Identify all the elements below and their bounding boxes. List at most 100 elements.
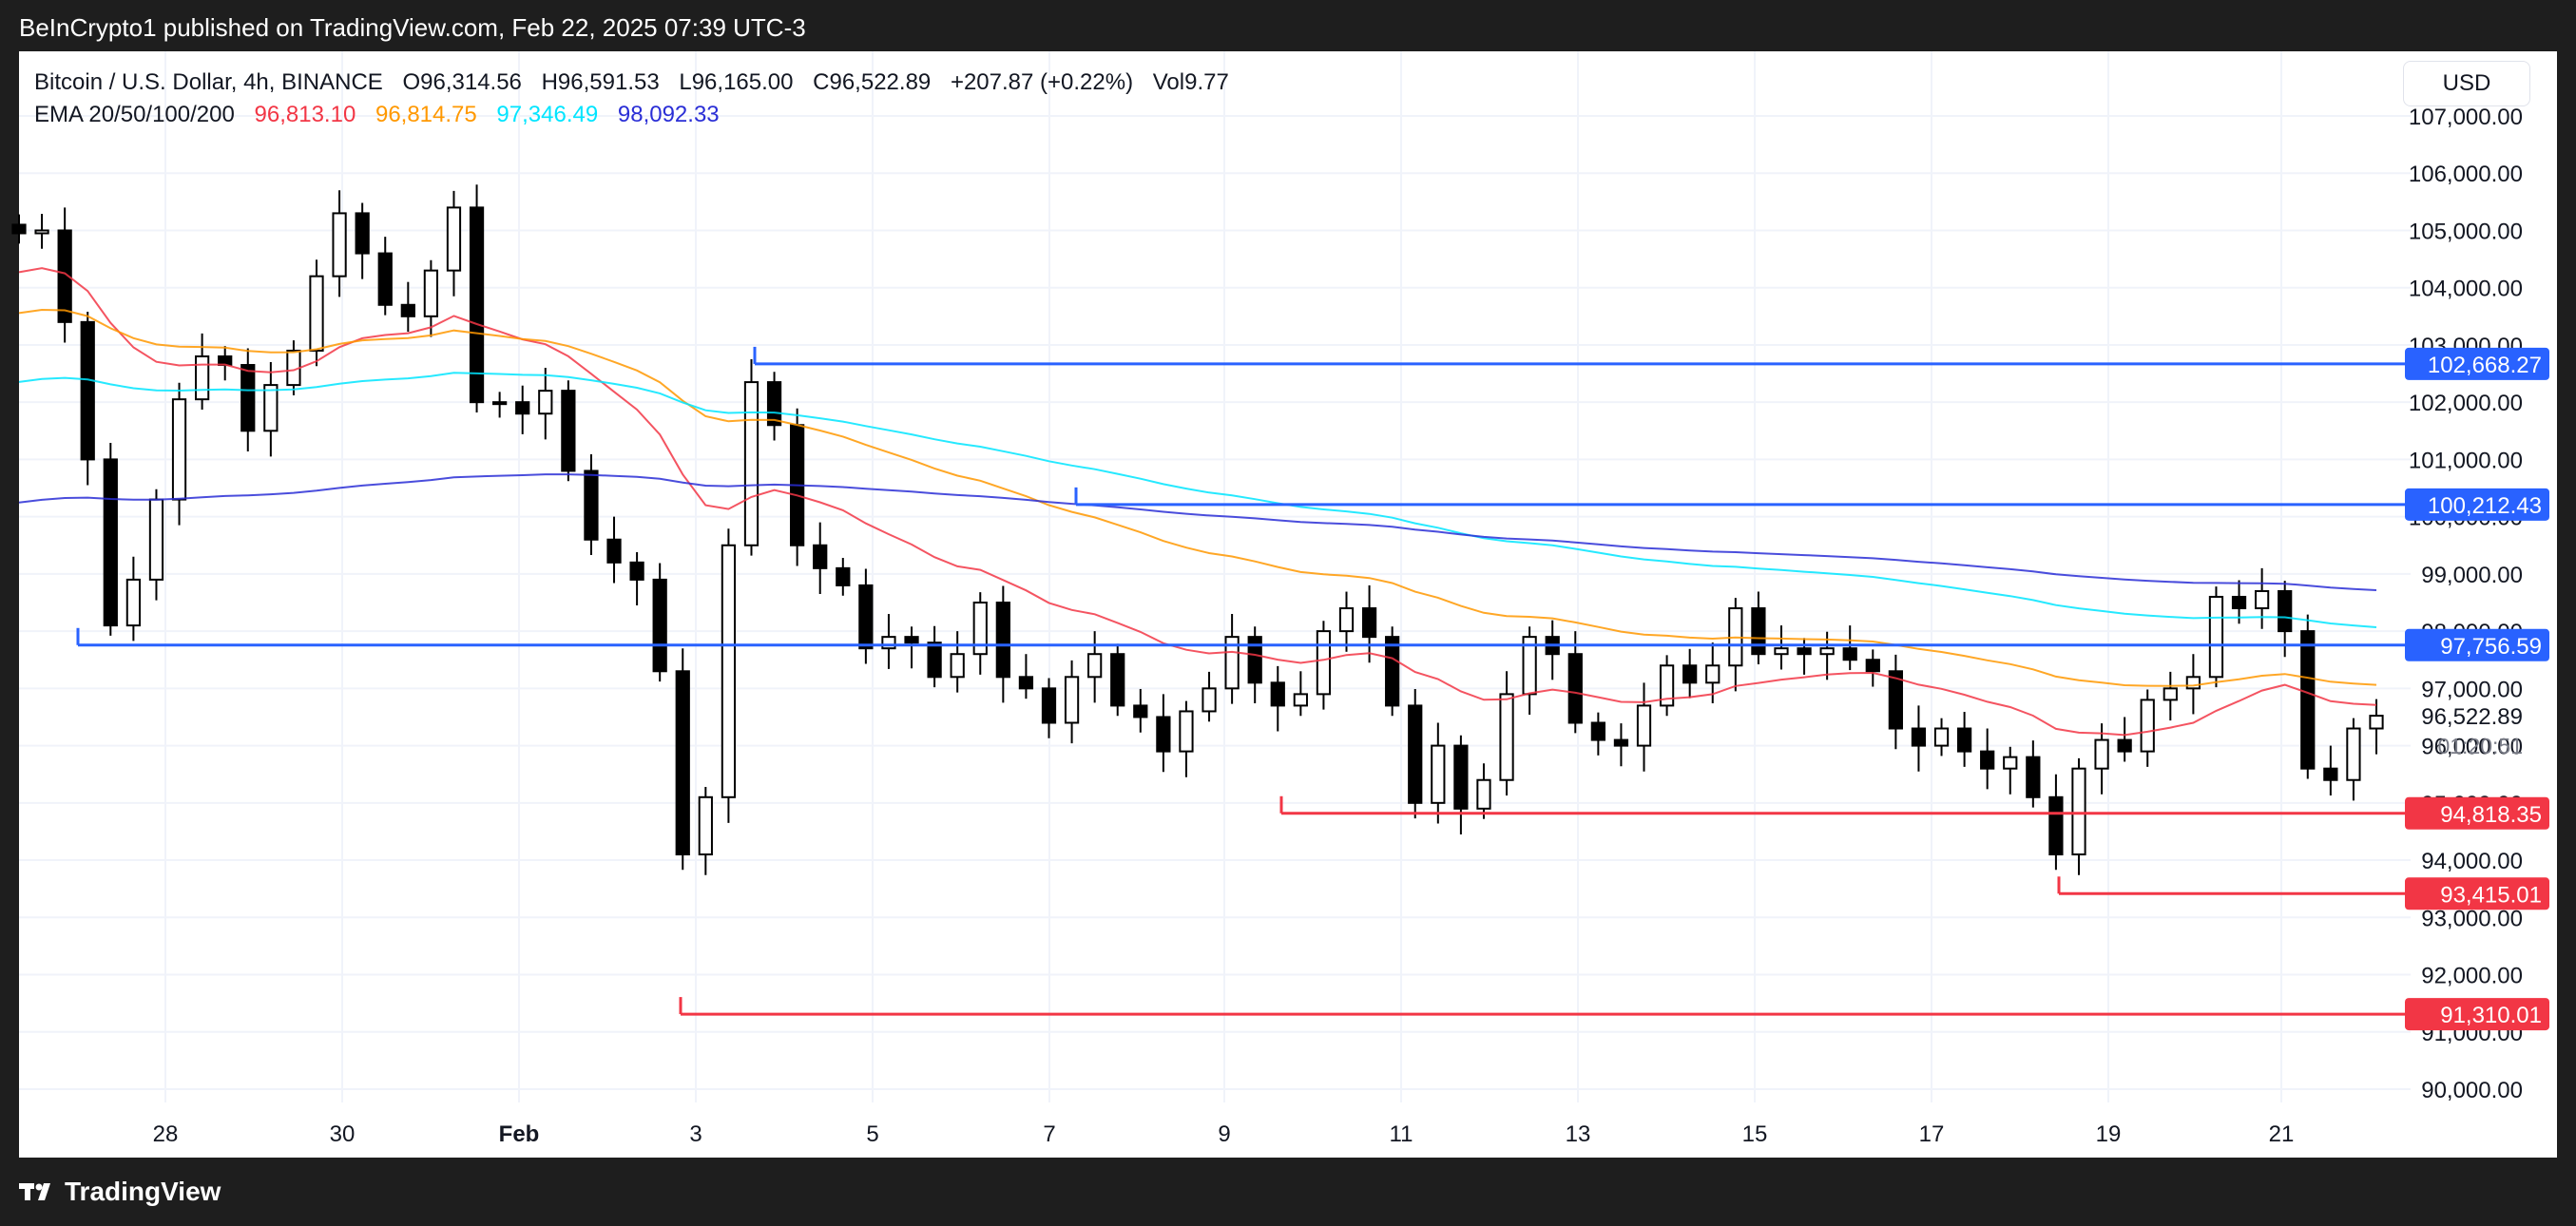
candle-body bbox=[1911, 727, 1927, 747]
candle-body bbox=[2346, 727, 2361, 781]
price-tick-label: 104,000.00 bbox=[2409, 277, 2523, 302]
level-label-bg bbox=[2405, 488, 2549, 521]
price-tick-label: 105,000.00 bbox=[2409, 219, 2523, 244]
candle-body bbox=[1224, 636, 1240, 690]
price-tick-label: 92,000.00 bbox=[2421, 964, 2523, 989]
level-label-bg bbox=[2405, 628, 2549, 661]
candle-body bbox=[721, 544, 737, 798]
close-value: C96,522.89 bbox=[813, 69, 932, 95]
candle-body bbox=[332, 212, 347, 278]
candle-body bbox=[1385, 636, 1400, 707]
candle-body bbox=[2323, 767, 2338, 781]
candle-body bbox=[2094, 738, 2109, 770]
candle-body bbox=[355, 212, 370, 255]
candle-body bbox=[538, 390, 553, 415]
candle-body bbox=[1567, 653, 1583, 724]
candle-body bbox=[881, 636, 896, 650]
candle-body bbox=[743, 381, 759, 546]
candle-body bbox=[1499, 693, 1514, 781]
candle-body bbox=[171, 398, 187, 501]
candle-body bbox=[904, 636, 919, 644]
countdown-label: 01:20:51 bbox=[2437, 734, 2523, 758]
candle-body bbox=[2026, 756, 2041, 798]
candle-body bbox=[2117, 738, 2132, 753]
price-tick-label: 90,000.00 bbox=[2421, 1078, 2523, 1103]
candle-body bbox=[629, 561, 644, 581]
candle-body bbox=[1041, 687, 1057, 724]
candle-body bbox=[1133, 704, 1148, 718]
candle-body bbox=[675, 670, 690, 856]
price-tick-label: 96,000.00 bbox=[2421, 735, 2523, 760]
candle-body bbox=[1018, 676, 1034, 690]
chart-panel bbox=[19, 51, 2557, 1158]
candle-body bbox=[148, 498, 164, 581]
candle-body bbox=[2254, 589, 2270, 610]
candle-body bbox=[125, 578, 142, 627]
ema100-value: 97,346.49 bbox=[496, 102, 599, 127]
candle-body bbox=[606, 538, 622, 564]
ema200-line bbox=[18, 473, 2377, 591]
candle-body bbox=[423, 269, 439, 317]
candle-body bbox=[2163, 687, 2178, 701]
date-tick-label: 13 bbox=[1566, 1121, 1591, 1147]
candle-body bbox=[1956, 727, 1972, 753]
price-tick-label: 107,000.00 bbox=[2409, 105, 2523, 130]
high-value: H96,591.53 bbox=[541, 69, 660, 95]
candle-body bbox=[561, 390, 576, 472]
candle-body bbox=[1888, 670, 1903, 730]
candle-body bbox=[1819, 647, 1835, 656]
last-price-label: 96,522.89 bbox=[2421, 704, 2523, 730]
candle-body bbox=[1087, 653, 1103, 679]
price-tick-label: 102,000.00 bbox=[2409, 391, 2523, 416]
ema50-line bbox=[18, 308, 2377, 687]
candle-body bbox=[309, 275, 324, 352]
currency-button[interactable]: USD bbox=[2403, 61, 2530, 106]
ema-label: EMA 20/50/100/200 bbox=[34, 102, 235, 127]
candle-body bbox=[446, 206, 462, 272]
candle-body bbox=[11, 223, 27, 235]
candle-body bbox=[2185, 676, 2201, 690]
date-tick-label: 5 bbox=[866, 1121, 878, 1147]
ema50-value: 96,814.75 bbox=[375, 102, 477, 127]
date-tick-label: 11 bbox=[1390, 1121, 1413, 1147]
candle-body bbox=[766, 381, 782, 427]
candle-body bbox=[400, 303, 415, 317]
candle-body bbox=[858, 584, 874, 650]
candle-body bbox=[195, 354, 210, 401]
price-tick-label: 94,000.00 bbox=[2421, 849, 2523, 874]
level-label: 94,818.35 bbox=[2440, 802, 2542, 828]
level-label: 91,310.01 bbox=[2440, 1003, 2542, 1028]
chart-legend: Bitcoin / U.S. Dollar, 4h, BINANCE O96,3… bbox=[34, 67, 1242, 131]
candle-body bbox=[1613, 738, 1629, 747]
candle-body bbox=[1751, 607, 1766, 656]
candle-body bbox=[1774, 647, 1789, 656]
candle-body bbox=[515, 401, 530, 415]
date-tick-label: 21 bbox=[2269, 1121, 2295, 1147]
ema20-line bbox=[18, 267, 2377, 737]
candle-body bbox=[1431, 744, 1446, 804]
level-label: 97,756.59 bbox=[2440, 634, 2542, 660]
candle-body bbox=[1064, 676, 1080, 724]
open-value: O96,314.56 bbox=[402, 69, 522, 95]
ema200-value: 98,092.33 bbox=[617, 102, 720, 127]
candle-body bbox=[1110, 653, 1125, 707]
candle-body bbox=[652, 578, 667, 673]
ema100-line bbox=[18, 372, 2377, 628]
tradingview-brand[interactable]: TradingView bbox=[19, 1177, 221, 1207]
date-tick-label: 17 bbox=[1919, 1121, 1945, 1147]
date-tick-label: 9 bbox=[1218, 1121, 1230, 1147]
symbol-title: Bitcoin / U.S. Dollar, 4h, BINANCE bbox=[34, 69, 383, 95]
publisher-text: BeInCrypto1 published on TradingView.com… bbox=[19, 13, 806, 42]
level-label: 102,668.27 bbox=[2428, 353, 2542, 378]
ema-legend-row: EMA 20/50/100/200 96,813.10 96,814.75 97… bbox=[34, 99, 1242, 131]
level-label: 100,212.43 bbox=[2428, 493, 2542, 519]
candle-body bbox=[2300, 630, 2316, 770]
price-tick-label: 99,000.00 bbox=[2421, 563, 2523, 588]
date-tick-label: 7 bbox=[1043, 1121, 1055, 1147]
candle-body bbox=[927, 642, 942, 679]
candle-body bbox=[1659, 664, 1675, 707]
candle-body bbox=[1842, 647, 1857, 661]
candle-body bbox=[1338, 607, 1355, 633]
candle-body bbox=[1270, 681, 1285, 707]
